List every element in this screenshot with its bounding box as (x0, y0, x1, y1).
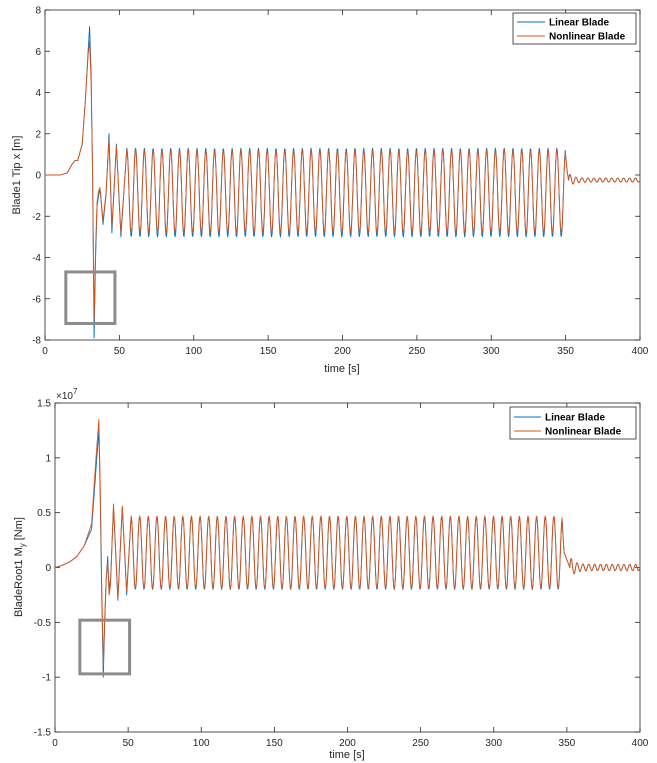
y-axis: 1.5 1 0.5 0 -0.5 -1 -1.5 (34, 399, 640, 739)
highlight-box (64, 270, 117, 325)
exponent-power: 7 (73, 387, 78, 396)
y-tick-label: 0.5 (37, 508, 51, 519)
y-tick-label: -0.5 (34, 618, 52, 629)
y-axis-label-unit: [Nm] (13, 517, 25, 540)
x-tick-label: 0 (52, 738, 58, 749)
y-axis-label-main: BladeRoot1 M (13, 547, 25, 617)
x-tick-label: 150 (266, 738, 283, 749)
x-tick-label: 250 (409, 346, 426, 357)
x-tick-label: 0 (42, 346, 48, 357)
series-lines (54, 418, 641, 678)
x-tick-label: 300 (485, 738, 502, 749)
x-axis-label: time [s] (324, 363, 359, 375)
y-tick-label: -1 (42, 673, 51, 684)
legend-box (512, 12, 637, 45)
x-tick-label: 400 (632, 738, 649, 749)
y-tick-label: 8 (35, 6, 41, 17)
x-tick-label: 300 (483, 346, 500, 357)
x-tick-label: 200 (334, 346, 351, 357)
y-tick-label: 1 (45, 453, 51, 464)
x-axis-label: time [s] (329, 749, 364, 761)
exponent-base: ×10 (56, 391, 73, 402)
legend-label-nonlinear: Nonlinear Blade (549, 32, 626, 43)
x-tick-label: 350 (559, 738, 576, 749)
chart-blade-root-my: 0 50 100 150 200 250 300 350 400 1.5 1 0.5 0 -0.5 -1 -… (13, 387, 649, 761)
exponent-label: ×107 (56, 387, 78, 402)
x-tick-label: 50 (114, 346, 126, 357)
chart-blade-tip-x: 0 50 100 150 200 250 300 350 400 8 6 4 2 0 -2 -4 -6 -8 t… (11, 6, 649, 376)
x-tick-label: 250 (412, 738, 429, 749)
x-axis: 0 50 100 150 200 250 300 350 400 (52, 403, 649, 749)
y-tick-label: 2 (35, 129, 41, 140)
legend: Linear Blade Nonlinear Blade (509, 406, 637, 440)
y-axis-label: Blade1 Tip x [m] (11, 136, 23, 215)
legend-label-linear: Linear Blade (549, 18, 609, 29)
x-tick-label: 350 (557, 346, 574, 357)
y-tick-label: -1.5 (34, 728, 52, 739)
y-tick-label: -4 (32, 253, 41, 264)
y-axis-label-subscript: y (18, 543, 27, 547)
legend-box (509, 406, 637, 440)
y-tick-label: -8 (32, 336, 41, 347)
x-tick-label: 400 (632, 346, 649, 357)
legend-label-nonlinear: Nonlinear Blade (545, 427, 622, 438)
series-line-nonlinear-blade (54, 418, 641, 667)
y-axis-label: BladeRoot1 My [Nm] (13, 517, 27, 617)
x-tick-label: 50 (123, 738, 135, 749)
x-tick-label: 200 (339, 738, 356, 749)
x-tick-label: 100 (185, 346, 202, 357)
y-tick-label: 6 (35, 47, 41, 58)
y-tick-label: 1.5 (37, 399, 51, 410)
x-axis: 0 50 100 150 200 250 300 350 400 (42, 10, 649, 357)
highlight-box (78, 618, 132, 676)
x-tick-label: 150 (260, 346, 277, 357)
series-line-nonlinear-blade (45, 40, 641, 320)
y-tick-label: 0 (35, 171, 41, 182)
y-tick-label: 4 (35, 88, 41, 99)
legend-label-linear: Linear Blade (545, 413, 605, 424)
y-tick-label: 0 (45, 563, 51, 574)
y-tick-label: -2 (32, 212, 41, 223)
y-axis: 8 6 4 2 0 -2 -4 -6 -8 (32, 6, 640, 347)
legend: Linear Blade Nonlinear Blade (512, 12, 637, 45)
series-lines (45, 26, 641, 339)
y-tick-label: -6 (32, 294, 41, 305)
x-tick-label: 100 (193, 738, 210, 749)
